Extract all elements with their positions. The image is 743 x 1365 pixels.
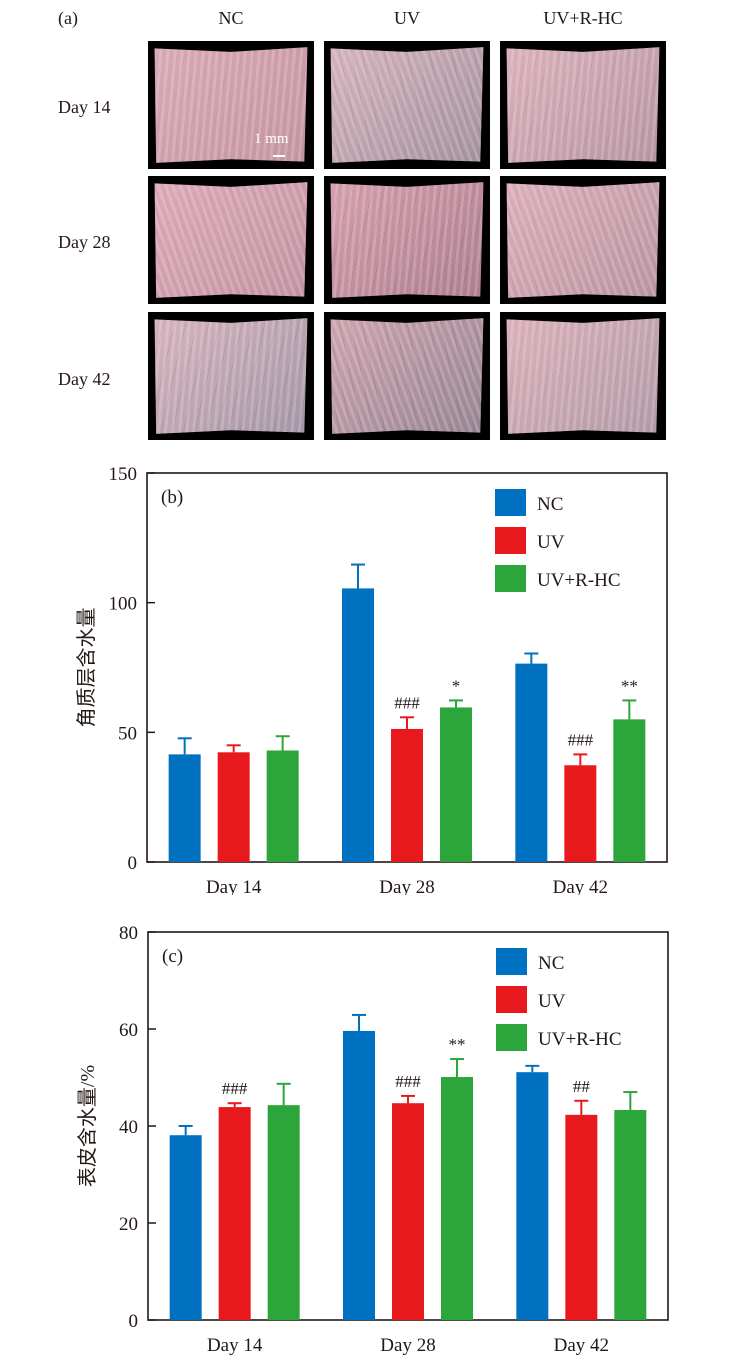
significance-marker: ### bbox=[394, 693, 420, 712]
y-tick-label: 80 bbox=[119, 923, 138, 944]
legend-swatch bbox=[495, 527, 526, 554]
x-tick-label: Day 28 bbox=[379, 877, 434, 895]
bar-uvrhc-day28 bbox=[441, 1077, 473, 1320]
legend-swatch bbox=[496, 1024, 527, 1051]
bar-uv-day42 bbox=[564, 765, 597, 862]
significance-marker: ### bbox=[222, 1079, 248, 1098]
skin-photo-day42-uvrhc bbox=[500, 312, 666, 440]
bar-nc-day14 bbox=[168, 754, 201, 862]
legend-label: UV bbox=[538, 991, 566, 1012]
legend-label: NC bbox=[537, 494, 563, 515]
bar-nc-day42 bbox=[516, 1072, 549, 1320]
row-header-day28: Day 28 bbox=[58, 232, 111, 252]
chart-b-stratum-corneum-water: 0 50 100 150 角质层含水量 (b) Day 14 Day 28 ### * Day 42… bbox=[75, 464, 668, 895]
x-tick-label: Day 42 bbox=[553, 877, 608, 895]
x-tick-label: Day 42 bbox=[554, 1335, 609, 1356]
skin-texture bbox=[330, 47, 484, 163]
legend-swatch bbox=[496, 986, 527, 1013]
row-header-day14: Day 14 bbox=[58, 97, 111, 117]
scale-bar-label: 1 mm bbox=[254, 131, 289, 147]
skin-texture bbox=[330, 318, 484, 434]
y-axis-label: 角质层含水量 bbox=[75, 608, 98, 728]
scale-bar bbox=[273, 155, 285, 157]
skin-texture bbox=[154, 47, 308, 163]
bar-nc-day28 bbox=[342, 588, 374, 862]
skin-photo-day14-uv bbox=[324, 41, 490, 169]
skin-photo-day42-uv bbox=[324, 312, 490, 440]
chart-c-epidermal-water: 0 20 40 60 80 表皮含水量/% (c) Day 14 ### Day 28 ### ** D… bbox=[76, 923, 669, 1356]
significance-marker: * bbox=[452, 676, 461, 695]
legend-swatch bbox=[495, 489, 526, 516]
x-tick-label: Day 14 bbox=[206, 877, 262, 895]
significance-marker: ### bbox=[395, 1072, 421, 1091]
panel-label: (b) bbox=[161, 487, 183, 508]
legend-swatch bbox=[496, 948, 527, 975]
skin-photo-day14-uvrhc bbox=[500, 41, 666, 169]
skin-texture bbox=[506, 318, 660, 434]
y-tick-label: 60 bbox=[119, 1020, 138, 1041]
y-tick-label: 100 bbox=[109, 594, 138, 615]
bar-uv-day28 bbox=[392, 1103, 424, 1320]
bar-uvrhc-day28 bbox=[440, 707, 472, 862]
column-header-nc: NC bbox=[218, 8, 244, 28]
skin-texture bbox=[154, 182, 308, 298]
row-header-day42: Day 42 bbox=[58, 369, 111, 389]
panel-a-label: (a) bbox=[58, 8, 78, 28]
column-header-uv-rhc: UV+R-HC bbox=[543, 8, 623, 28]
bar-uvrhc-day14 bbox=[267, 1105, 300, 1320]
legend-label: NC bbox=[538, 953, 564, 974]
skin-photo-day28-uv bbox=[324, 176, 490, 304]
legend-label: UV+R-HC bbox=[537, 570, 621, 591]
skin-texture bbox=[506, 47, 660, 163]
y-axis-label: 表皮含水量/% bbox=[76, 1065, 99, 1187]
significance-marker: ** bbox=[449, 1035, 466, 1054]
y-tick-label: 50 bbox=[118, 723, 137, 744]
significance-marker: ### bbox=[568, 730, 594, 749]
bar-uv-day14 bbox=[218, 1107, 251, 1320]
panel-label: (c) bbox=[162, 946, 183, 967]
bar-nc-day28 bbox=[343, 1030, 375, 1320]
skin-photo-day42-nc bbox=[148, 312, 314, 440]
x-tick-label: Day 28 bbox=[380, 1335, 435, 1356]
y-tick-label: 0 bbox=[128, 853, 138, 874]
legend-label: UV+R-HC bbox=[538, 1029, 622, 1050]
skin-photo-day28-nc bbox=[148, 176, 314, 304]
y-tick-label: 20 bbox=[119, 1214, 138, 1235]
bar-uv-day28 bbox=[391, 728, 423, 862]
bar-uv-day14 bbox=[217, 752, 250, 862]
y-tick-label: 40 bbox=[119, 1117, 138, 1138]
bar-uvrhc-day42 bbox=[613, 719, 646, 862]
bar-uvrhc-day14 bbox=[266, 750, 299, 862]
y-tick-label: 0 bbox=[129, 1311, 139, 1332]
skin-texture bbox=[154, 318, 308, 434]
significance-marker: ** bbox=[621, 676, 638, 695]
y-tick-label: 150 bbox=[109, 464, 138, 485]
significance-marker: ## bbox=[573, 1077, 591, 1096]
skin-texture bbox=[506, 182, 660, 298]
skin-photo-day14-nc bbox=[148, 41, 314, 169]
column-header-uv: UV bbox=[394, 8, 420, 28]
legend-label: UV bbox=[537, 532, 565, 553]
bar-nc-day14 bbox=[169, 1135, 202, 1320]
bar-nc-day42 bbox=[515, 663, 548, 862]
skin-photo-day28-uvrhc bbox=[500, 176, 666, 304]
skin-texture bbox=[330, 182, 484, 298]
bar-uv-day42 bbox=[565, 1114, 598, 1320]
x-tick-label: Day 14 bbox=[207, 1335, 263, 1356]
bar-uvrhc-day42 bbox=[614, 1109, 647, 1320]
legend-swatch bbox=[495, 565, 526, 592]
